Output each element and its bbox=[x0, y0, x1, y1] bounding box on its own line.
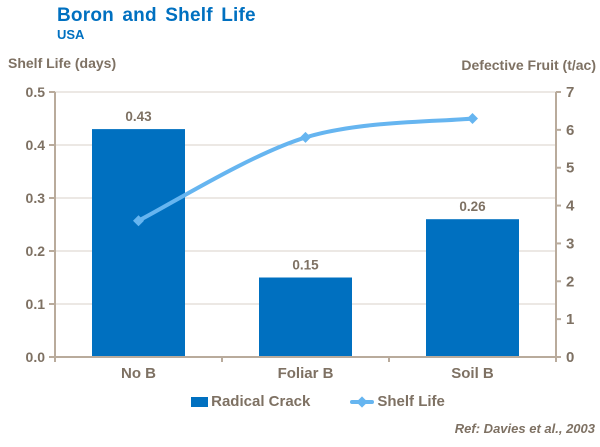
right-tick-label: 6 bbox=[566, 122, 574, 139]
left-tick-label: 0.1 bbox=[26, 296, 46, 312]
left-axis-title: Shelf Life (days) bbox=[8, 55, 117, 71]
reference-note: Ref: Davies et al., 2003 bbox=[454, 421, 595, 436]
bar-no-b bbox=[92, 129, 185, 357]
line-marker-diamond bbox=[467, 113, 478, 124]
line-marker-diamond bbox=[300, 131, 311, 143]
chart-legend: Radical Crack Shelf Life bbox=[18, 393, 600, 410]
left-tick-label: 0.3 bbox=[26, 190, 46, 206]
right-tick-label: 2 bbox=[566, 273, 574, 290]
legend-item-shelf-life: Shelf Life bbox=[350, 393, 445, 410]
left-tick-label: 0.0 bbox=[26, 349, 46, 365]
bar-swatch-icon bbox=[191, 396, 209, 407]
right-axis-title: Defective Fruit (t/ac) bbox=[461, 57, 596, 73]
legend-label-shelf-life: Shelf Life bbox=[377, 393, 445, 410]
left-tick-label: 0.4 bbox=[26, 137, 46, 153]
right-tick-label: 4 bbox=[566, 198, 575, 215]
page-subtitle: USA bbox=[57, 27, 85, 42]
left-tick-label: 0.5 bbox=[26, 84, 46, 100]
line-marker-diamond bbox=[133, 215, 144, 227]
page-title: Boron and Shelf Life bbox=[57, 5, 256, 26]
right-tick-label: 3 bbox=[566, 235, 574, 252]
line-swatch-icon bbox=[350, 395, 375, 408]
right-tick-label: 5 bbox=[566, 160, 574, 177]
bar-value-label: 0.43 bbox=[125, 109, 152, 124]
bar-value-label: 0.26 bbox=[459, 199, 486, 214]
bar-value-label: 0.15 bbox=[292, 258, 319, 273]
category-label: No B bbox=[121, 365, 156, 382]
category-label: Foliar B bbox=[278, 365, 334, 382]
legend-item-radical-crack: Radical Crack bbox=[191, 393, 310, 410]
bar-soil-b bbox=[426, 219, 519, 357]
category-label: Soil B bbox=[451, 365, 494, 382]
right-tick-label: 7 bbox=[566, 84, 574, 101]
right-tick-label: 0 bbox=[566, 349, 574, 366]
left-tick-label: 0.2 bbox=[26, 243, 46, 259]
right-tick-label: 1 bbox=[566, 311, 574, 328]
bar-foliar-b bbox=[259, 277, 352, 357]
legend-label-radical-crack: Radical Crack bbox=[211, 393, 311, 410]
